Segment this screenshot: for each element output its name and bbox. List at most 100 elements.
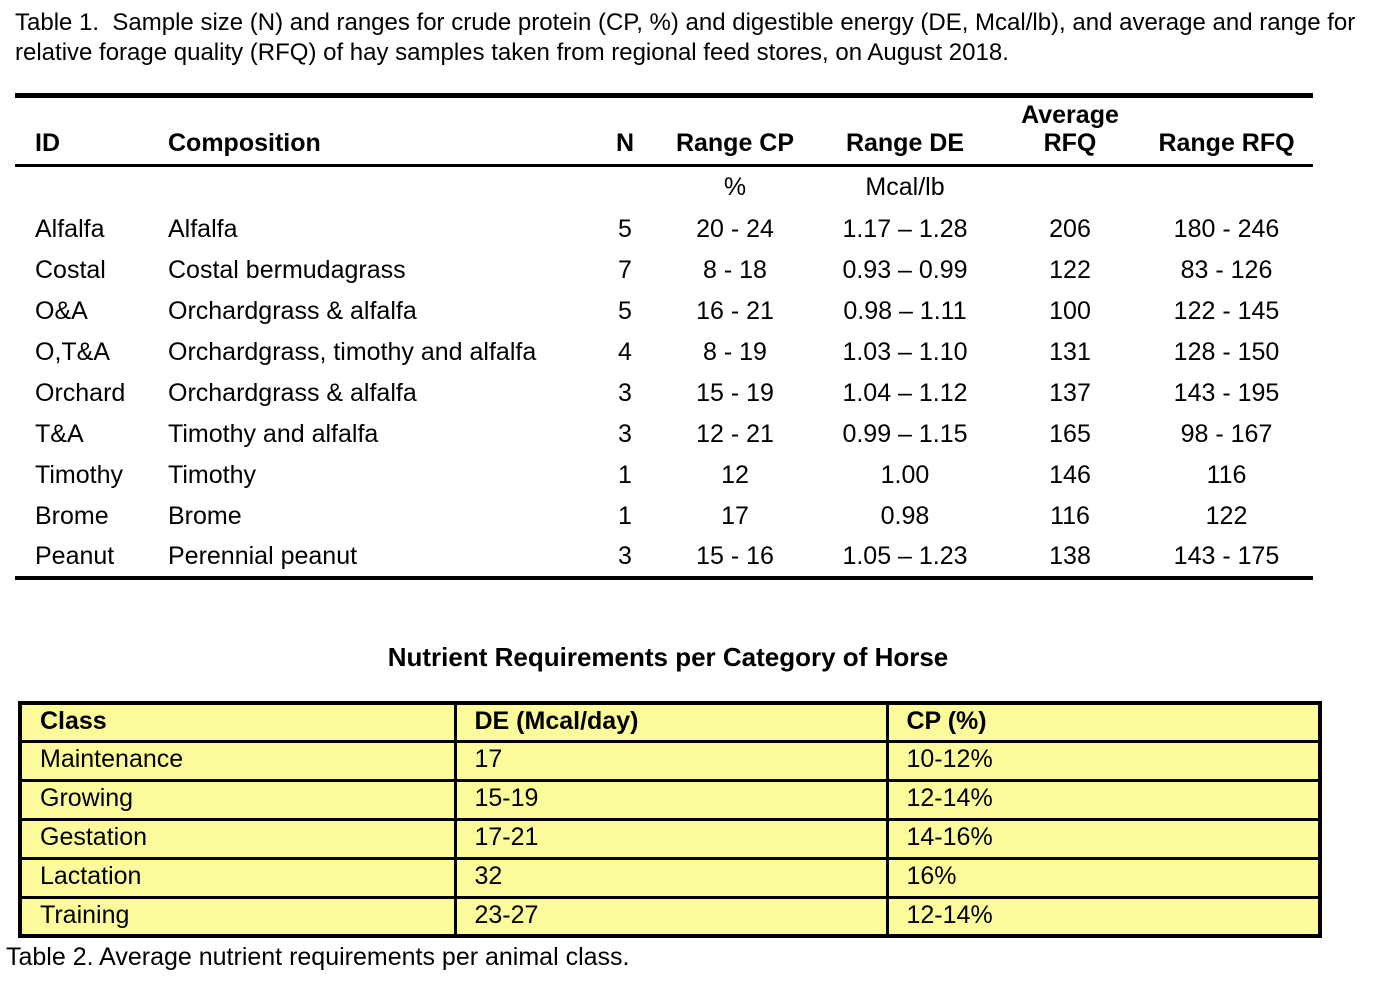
col-header-cp: CP (%) [885, 701, 1322, 743]
cell-range-cp: 16 - 21 [696, 296, 774, 325]
cell-range-rfq: 83 - 126 [1180, 255, 1273, 284]
cell-n: 1 [618, 501, 632, 530]
cell-range-rfq: 116 [1206, 460, 1247, 489]
cell-range-cp: 12 - 21 [696, 419, 774, 448]
cell-range-de: 1.05 – 1.23 [842, 541, 968, 570]
cell-range-de: 0.98 – 1.11 [843, 296, 967, 325]
table-row-maintenance: Maintenance 17 10-12% [18, 739, 1322, 782]
cell-range-de: 1.03 – 1.10 [842, 337, 968, 366]
cell-range-cp: 8 - 18 [703, 255, 767, 284]
table2-caption: Table 2. Average nutrient requirements p… [6, 943, 630, 971]
cell-range-de: 0.98 [880, 501, 930, 530]
cell-id: Orchard [35, 378, 126, 407]
cell-n: 3 [618, 419, 632, 448]
cell-cp: 12-14% [885, 895, 1322, 938]
table1-header-row: ID Composition N Range CP Range DE Avera… [15, 95, 1313, 167]
col-header-class: Class [18, 701, 457, 743]
col-header-n: N [590, 95, 660, 167]
cell-cp: 16% [885, 856, 1322, 899]
cell-n: 4 [618, 337, 632, 366]
unit-cp-percent: % [723, 173, 747, 202]
col-header-de: DE (Mcal/day) [453, 701, 889, 743]
cell-range-rfq: 143 - 195 [1173, 378, 1280, 407]
table-row-alfalfa: Alfalfa Alfalfa 5 20 - 24 1.17 – 1.28 20… [15, 209, 1313, 250]
cell-range-cp: 8 - 19 [703, 337, 767, 366]
table-row-training: Training 23-27 12-14% [18, 895, 1322, 938]
cell-range-de: 1.04 – 1.12 [842, 378, 968, 407]
cell-composition: Timothy [168, 460, 256, 489]
col-header-range-de: Range DE [810, 95, 1000, 167]
table-row-growing: Growing 15-19 12-14% [18, 778, 1322, 821]
cell-composition: Orchardgrass & alfalfa [168, 296, 417, 325]
cell-de: 17 [453, 739, 889, 782]
cell-composition: Orchardgrass, timothy and alfalfa [168, 337, 537, 366]
table-row-lactation: Lactation 32 16% [18, 856, 1322, 899]
cell-class: Growing [18, 778, 457, 821]
cell-composition: Timothy and alfalfa [168, 419, 379, 448]
cell-composition: Orchardgrass & alfalfa [168, 378, 417, 407]
col-header-id: ID [15, 95, 165, 167]
cell-n: 5 [618, 214, 632, 243]
cell-range-rfq: 98 - 167 [1180, 419, 1273, 448]
table-row-gestation: Gestation 17-21 14-16% [18, 817, 1322, 860]
nutrient-requirements-table: Class DE (Mcal/day) CP (%) Maintenance 1… [18, 700, 1322, 938]
cell-cp: 10-12% [885, 739, 1322, 782]
cell-id: Alfalfa [35, 214, 105, 243]
cell-class: Lactation [18, 856, 457, 899]
table1-caption: Table 1. Sample size (N) and ranges for … [15, 9, 1362, 66]
cell-id: Peanut [35, 541, 115, 570]
cell-n: 3 [618, 541, 632, 570]
table1-units-row: % Mcal/lb [15, 166, 1313, 209]
cell-avg-rfq: 137 [1049, 378, 1091, 407]
cell-de: 32 [453, 856, 889, 899]
cell-id: Brome [35, 501, 109, 530]
cell-range-rfq: 122 - 145 [1173, 296, 1280, 325]
table-row-costal: Costal Costal bermudagrass 7 8 - 18 0.93… [15, 250, 1313, 291]
cell-cp: 14-16% [885, 817, 1322, 860]
cell-range-de: 0.93 – 0.99 [842, 255, 968, 284]
cell-avg-rfq: 116 [1050, 501, 1090, 530]
table-row-brome: Brome Brome 1 17 0.98 116 122 [15, 496, 1313, 537]
cell-range-cp: 20 - 24 [696, 214, 774, 243]
cell-de: 15-19 [453, 778, 889, 821]
cell-avg-rfq: 138 [1049, 541, 1091, 570]
cell-avg-rfq: 206 [1049, 214, 1091, 243]
cell-avg-rfq: 122 [1049, 255, 1091, 284]
cell-avg-rfq: 146 [1049, 460, 1091, 489]
cell-composition: Alfalfa [168, 214, 238, 243]
cell-composition: Costal bermudagrass [168, 255, 406, 284]
table-row-oa: O&A Orchardgrass & alfalfa 5 16 - 21 0.9… [15, 291, 1313, 332]
cell-range-rfq: 122 [1205, 501, 1248, 530]
cell-n: 3 [618, 378, 632, 407]
table-row-timothy: Timothy Timothy 1 12 1.00 146 116 [15, 455, 1313, 496]
table2-header-row: Class DE (Mcal/day) CP (%) [18, 701, 1322, 743]
cell-avg-rfq: 100 [1049, 296, 1091, 325]
cell-range-cp: 15 - 16 [696, 541, 774, 570]
cell-de: 23-27 [453, 895, 889, 938]
document-page: Table 1. Sample size (N) and ranges for … [0, 8, 1381, 995]
cell-id: Costal [35, 255, 106, 284]
hay-samples-table: ID Composition N Range CP Range DE Avera… [15, 93, 1313, 580]
cell-range-cp: 17 [721, 501, 749, 530]
table-row-ta: T&A Timothy and alfalfa 3 12 - 21 0.99 –… [15, 414, 1313, 455]
table2-title: Nutrient Requirements per Category of Ho… [387, 641, 949, 672]
cell-n: 5 [618, 296, 632, 325]
cell-class: Maintenance [18, 739, 457, 782]
unit-de-mcal-lb: Mcal/lb [865, 173, 945, 202]
cell-range-rfq: 128 - 150 [1173, 337, 1280, 366]
cell-class: Training [18, 895, 457, 938]
cell-avg-rfq: 165 [1049, 419, 1091, 448]
col-header-range-rfq: Range RFQ [1140, 95, 1313, 167]
col-header-range-cp: Range CP [660, 95, 810, 167]
cell-id: O&A [35, 296, 88, 325]
table-row-orchard: Orchard Orchardgrass & alfalfa 3 15 - 19… [15, 373, 1313, 414]
average-rfq-line1: Average [1021, 101, 1119, 129]
average-rfq-line2: RFQ [1043, 129, 1097, 157]
cell-range-de: 0.99 – 1.15 [842, 419, 968, 448]
table-row-peanut: Peanut Perennial peanut 3 15 - 16 1.05 –… [15, 537, 1313, 578]
cell-range-cp: 12 [721, 460, 749, 489]
cell-id: Timothy [35, 460, 123, 489]
cell-range-rfq: 180 - 246 [1173, 214, 1280, 243]
table-row-ota: O,T&A Orchardgrass, timothy and alfalfa … [15, 332, 1313, 373]
cell-id: O,T&A [35, 337, 111, 366]
